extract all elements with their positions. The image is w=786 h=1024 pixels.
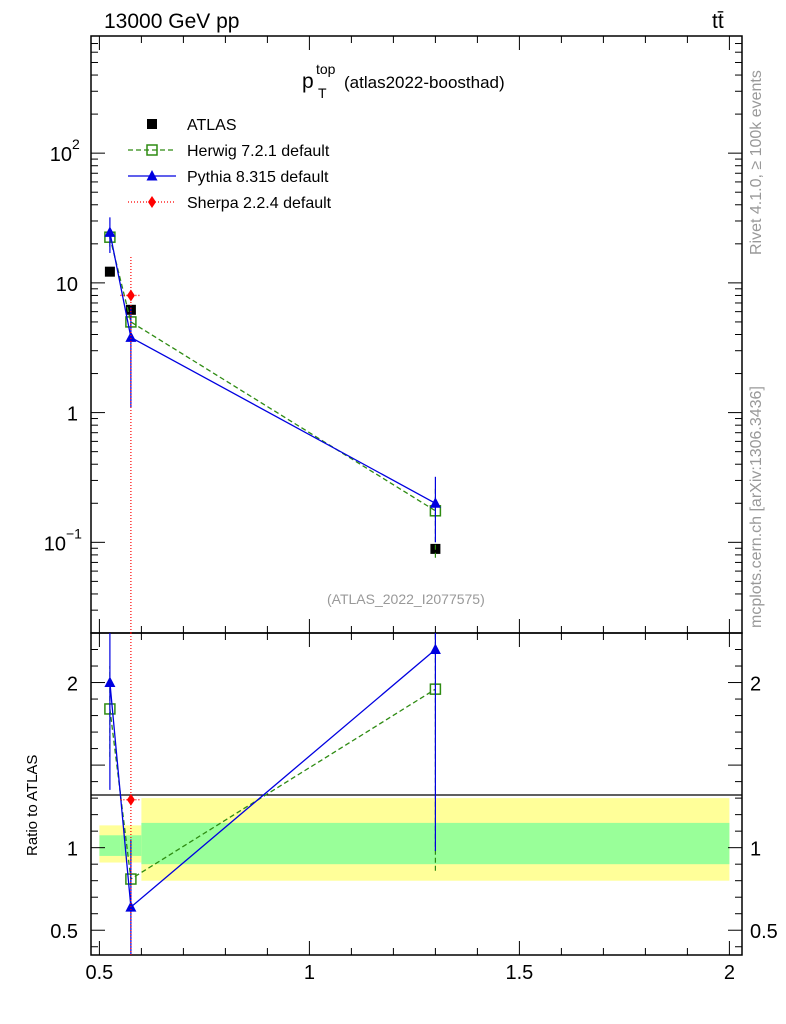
y-tick-label: 10 2: [50, 136, 80, 166]
legend-label: Pythia 8.315 default: [187, 169, 329, 186]
title-main: p: [302, 70, 314, 93]
data-point: [104, 266, 115, 277]
legend-item: Sherpa 2.2.4 default: [128, 195, 332, 212]
legend-marker: [148, 196, 156, 208]
x-tick-label: 1.5: [505, 962, 533, 984]
ratio-y-tick-label-right: 0.5: [750, 921, 778, 943]
series-line: [109, 232, 436, 504]
ratio-band-stat: [99, 835, 121, 856]
title-tag: (atlas2022-boosthad): [344, 73, 505, 92]
ratio-bands: [99, 798, 730, 881]
ratio-series-sherpa: [120, 633, 142, 955]
y-tick-base: 10: [56, 274, 78, 296]
legend-marker: [146, 170, 158, 181]
series-point: [125, 331, 137, 342]
x-tick-label: 0.5: [85, 962, 113, 984]
ratio-ylabel: Ratio to ATLAS: [24, 755, 41, 856]
x-tick-label: 1: [304, 962, 315, 984]
y-tick-exp: 2: [72, 136, 80, 152]
legend: ATLAS Herwig 7.2.1 default Pythia 8.315 de…: [128, 117, 332, 212]
ratio-series: [104, 633, 442, 955]
ratio-y-tick-label: 0.5: [50, 921, 78, 943]
ratio-y-tick-label: 1: [67, 839, 78, 861]
process-label: tt̄: [712, 10, 724, 33]
series-point: [126, 289, 135, 302]
mcplots-label: mcplots.cern.ch [arXiv:1306.3436]: [748, 386, 765, 628]
ratio-point: [429, 643, 441, 655]
legend-marker: [146, 144, 158, 156]
x-tick-label: 2: [724, 962, 735, 984]
legend-label: Sherpa 2.2.4 default: [187, 195, 332, 212]
series-pythia: [104, 217, 441, 543]
energy-label: 13000 GeV pp: [104, 10, 239, 33]
y-tick-base: 10: [50, 144, 72, 166]
series-line: [109, 237, 436, 512]
legend-item: Herwig 7.2.1 default: [128, 143, 330, 160]
legend-label: ATLAS: [187, 117, 237, 134]
ratio-y-tick-label-right: 1: [750, 839, 761, 861]
title-sub: T: [318, 85, 327, 101]
series-herwig: [104, 229, 442, 558]
y-tick-exp: −1: [66, 525, 82, 541]
legend-item: ATLAS: [147, 117, 237, 134]
legend-item: Pythia 8.315 default: [128, 169, 329, 186]
ratio-point: [126, 793, 135, 806]
legend-marker: [147, 119, 157, 129]
y-tick-label: 10: [56, 274, 78, 296]
ratio-y-tick-label-right: 2: [750, 674, 761, 696]
main-series: [104, 217, 442, 633]
ratio-point: [104, 676, 116, 688]
series-point: [429, 497, 441, 508]
series-point: [104, 226, 116, 237]
title-sup: top: [316, 61, 336, 77]
plot-title: p top T (atlas2022-boosthad): [302, 61, 505, 101]
y-tick-base: 1: [67, 404, 78, 426]
legend-label: Herwig 7.2.1 default: [187, 143, 330, 160]
y-tick-base: 10: [44, 533, 66, 555]
y-tick-label: 10 −1: [44, 525, 82, 555]
ratio-series-pythia: [104, 633, 441, 955]
rivet-label: Rivet 4.1.0, ≥ 100k events: [748, 70, 765, 255]
ratio-frame: [90, 632, 743, 956]
ratio-y-tick-label: 2: [67, 674, 78, 696]
reference-label: (ATLAS_2022_I2077575): [327, 591, 485, 607]
y-tick-label: 1: [67, 404, 78, 426]
series-sherpa: [120, 256, 142, 633]
